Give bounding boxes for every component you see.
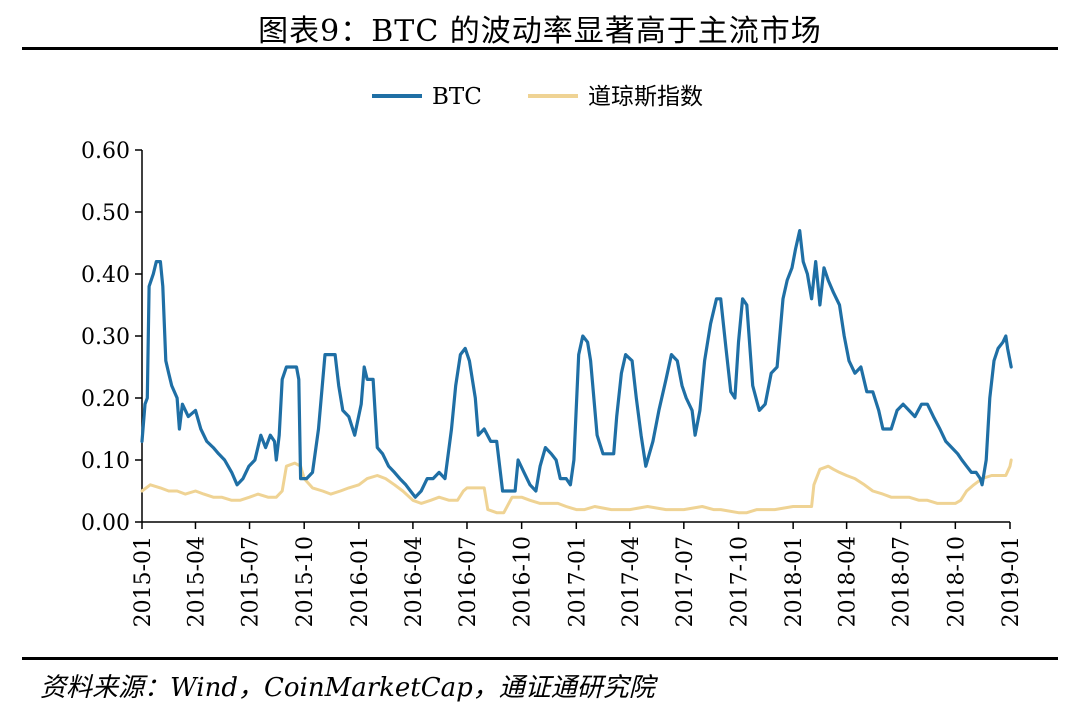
- y-tick-label: 0.30: [81, 325, 130, 350]
- x-tick-label: 2016-07: [456, 536, 481, 627]
- y-tick-label: 0.40: [81, 263, 130, 288]
- x-tick-label: 2018-04: [836, 536, 861, 627]
- x-tick-label: 2016-10: [511, 536, 536, 627]
- dow-jones-series-line: [140, 458, 1013, 515]
- x-tick-label: 2018-10: [944, 536, 969, 627]
- y-tick-label: 0.60: [81, 139, 130, 164]
- source-divider: [22, 657, 1058, 660]
- x-tick-label: 2017-04: [619, 536, 644, 627]
- x-tick-label: 2016-01: [348, 536, 373, 627]
- x-tick-label: 2017-01: [565, 536, 590, 627]
- x-tick-label: 2018-07: [890, 536, 915, 627]
- x-tick-label: 2018-01: [782, 536, 807, 627]
- legend-label-dow-jones: 道琼斯指数: [588, 84, 703, 110]
- source-note: 资料来源：Wind，CoinMarketCap，通证通研究院: [40, 673, 655, 703]
- x-tick-label: 2015-10: [293, 536, 318, 627]
- y-tick-label: 0.20: [81, 387, 130, 412]
- x-tick-label: 2015-01: [131, 536, 156, 627]
- y-tick-label: 0.10: [81, 449, 130, 474]
- volatility-line-chart: BTC 道琼斯指数 0.00 0.10 0.20 0.30 0.40 0.50 0.60 201…: [81, 84, 1024, 627]
- x-tick-label: 2017-10: [727, 536, 752, 627]
- x-tick-label: 2019-01: [999, 536, 1024, 627]
- legend: BTC 道琼斯指数: [372, 84, 703, 110]
- y-tick-label: 0.50: [81, 201, 130, 226]
- legend-label-btc: BTC: [432, 84, 482, 110]
- y-tick-label: 0.00: [81, 511, 130, 536]
- x-tick-label: 2015-04: [184, 536, 209, 627]
- x-tick-label: 2015-07: [239, 536, 264, 627]
- btc-series-line: [140, 229, 1013, 499]
- series-lines: [140, 229, 1013, 515]
- chart-title: 图表9：BTC 的波动率显著高于主流市场: [258, 14, 822, 49]
- x-tick-label: 2017-07: [673, 536, 698, 627]
- x-tick-label: 2016-04: [402, 536, 427, 627]
- title-divider: [22, 47, 1058, 50]
- axes: 0.00 0.10 0.20 0.30 0.40 0.50 0.60 2015-01 2015-…: [81, 139, 1024, 627]
